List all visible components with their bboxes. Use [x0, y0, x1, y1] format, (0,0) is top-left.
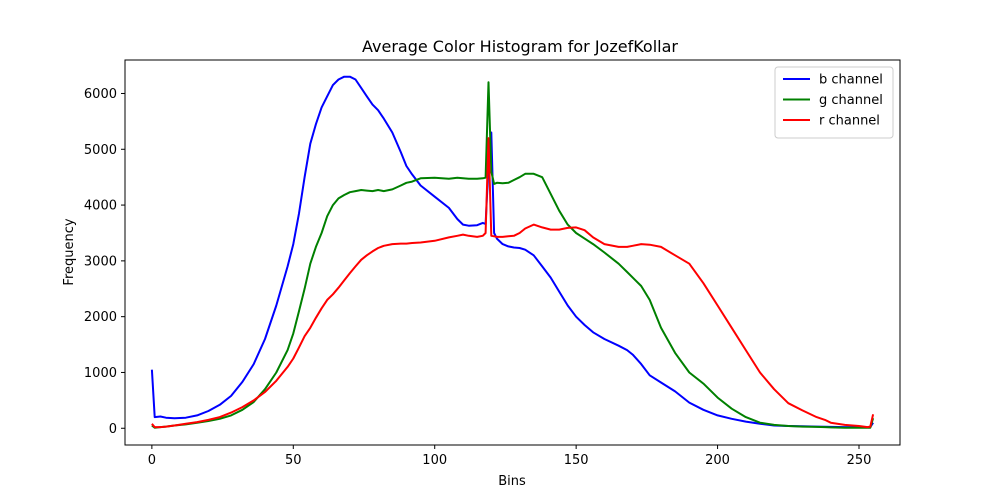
series-line-g-channel [151, 81, 875, 429]
x-tick-label: 200 [705, 453, 730, 468]
legend-entry-label: g channel [819, 93, 883, 108]
x-axis-label: Bins [498, 474, 526, 489]
x-tick-label: 150 [564, 453, 589, 468]
x-tick-label: 0 [148, 453, 156, 468]
y-tick-label: 5000 [84, 143, 117, 158]
x-tick-label: 50 [285, 453, 302, 468]
plot-frame [124, 59, 901, 446]
x-tick-label: 100 [422, 453, 447, 468]
y-tick-label: 4000 [84, 199, 117, 214]
legend-entry-label: r channel [819, 114, 880, 129]
y-axis: 0 1000 2000 3000 4000 5000 6000 [84, 87, 125, 437]
series-line-r-channel [151, 137, 875, 429]
y-tick-label: 2000 [84, 310, 117, 325]
y-tick-label: 0 [109, 422, 117, 437]
y-tick-label: 6000 [84, 87, 117, 102]
plot-layer [150, 75, 875, 429]
y-tick-label: 3000 [84, 254, 117, 269]
series-line-b-channel [150, 75, 874, 429]
y-axis-label: Frequency [62, 218, 77, 285]
x-tick-label: 250 [847, 453, 872, 468]
x-axis: 0 50 100 150 200 250 [148, 445, 872, 468]
y-tick-label: 1000 [84, 366, 117, 381]
legend-entry-label: b channel [819, 73, 883, 88]
chart-title: Average Color Histogram for JozefKollar [362, 37, 678, 56]
legend: b channel g channel r channel [774, 66, 894, 139]
